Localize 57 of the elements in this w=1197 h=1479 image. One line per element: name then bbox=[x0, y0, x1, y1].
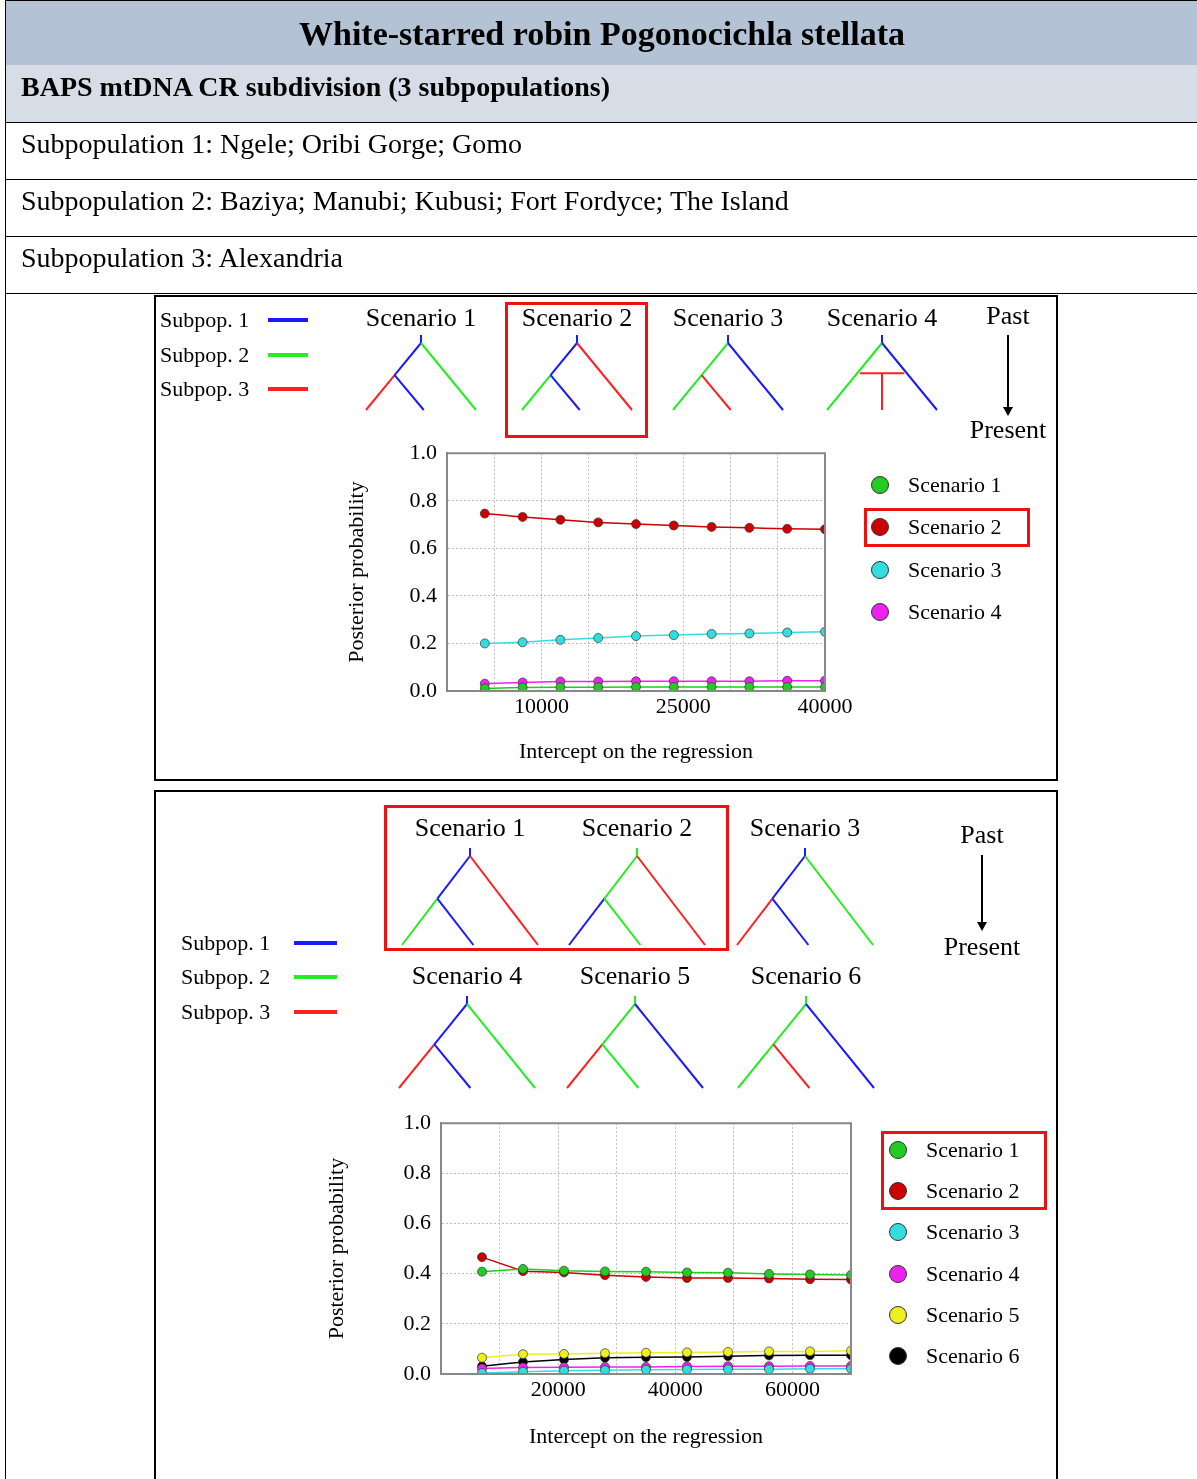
text: Subpop. 2 bbox=[160, 342, 250, 367]
y-tick-label: 0.8 bbox=[409, 486, 437, 512]
text: Subpop. 2 bbox=[181, 964, 271, 989]
y-tick-label: 0.6 bbox=[409, 534, 437, 560]
text: BAPS mtDNA CR subdivision (3 subpopulations) bbox=[21, 71, 610, 102]
x-tick-label: 20000 bbox=[530, 1375, 586, 1401]
text: Scenario 3 bbox=[672, 303, 784, 332]
legend-label: Scenario 4 bbox=[908, 599, 1002, 625]
y-tick-label: 0.2 bbox=[403, 1309, 431, 1335]
text: Scenario 1 bbox=[365, 303, 477, 332]
text: Scenario 5 bbox=[579, 961, 691, 990]
x-tick-label: 40000 bbox=[647, 1375, 703, 1401]
text: Subpopulation 1: Ngele; Oribi Gorge; Gomo bbox=[21, 128, 523, 159]
y-tick-label: 0.0 bbox=[403, 1359, 431, 1385]
x-tick-label: 60000 bbox=[764, 1375, 820, 1401]
text: White-starred robin Pogonocichla stellata bbox=[299, 15, 905, 52]
y-tick-label: 0.0 bbox=[409, 676, 437, 702]
text: Subpop. 1 bbox=[181, 930, 271, 955]
text: Scenario 2 bbox=[521, 303, 633, 332]
legend-label: Scenario 1 bbox=[926, 1137, 1020, 1162]
text: Subpop. 1 bbox=[160, 307, 250, 332]
legend-label: Scenario 5 bbox=[926, 1301, 1020, 1327]
text: Present bbox=[943, 932, 1021, 961]
text: Past bbox=[986, 301, 1030, 330]
text: Subpopulation 2: Baziya; Manubi; Kubusi; Fort Fordyce; The Island bbox=[21, 185, 789, 216]
y-tick-label: 1.0 bbox=[409, 438, 437, 464]
y-tick-label: 0.8 bbox=[403, 1159, 431, 1185]
y-tick-label: 1.0 bbox=[403, 1108, 431, 1134]
text: Scenario 1 bbox=[414, 813, 526, 842]
text: Subpopulation 3: Alexandria bbox=[21, 242, 343, 273]
y-tick-label: 0.4 bbox=[403, 1259, 431, 1285]
text: Scenario 6 bbox=[750, 961, 862, 990]
y-tick-label: 0.4 bbox=[409, 581, 437, 607]
text: Scenario 4 bbox=[411, 961, 523, 990]
text: Past bbox=[960, 820, 1004, 849]
legend-label: Scenario 3 bbox=[908, 556, 1002, 582]
x-tick-label: 10000 bbox=[514, 692, 569, 718]
x-axis-title: Intercept on the regression bbox=[519, 737, 753, 763]
legend-label: Scenario 6 bbox=[926, 1343, 1020, 1368]
text: Scenario 2 bbox=[581, 813, 693, 842]
text: Present bbox=[969, 415, 1047, 444]
legend-label: Scenario 4 bbox=[926, 1260, 1020, 1286]
legend-label: Scenario 3 bbox=[926, 1219, 1020, 1245]
x-tick-label: 40000 bbox=[797, 692, 853, 718]
y-tick-label: 0.6 bbox=[403, 1209, 431, 1235]
text: Scenario 4 bbox=[826, 303, 938, 332]
x-axis-title: Intercept on the regression bbox=[529, 1422, 763, 1448]
y-axis-title: Posterior probability bbox=[342, 481, 368, 663]
legend-label: Scenario 2 bbox=[908, 514, 1002, 540]
legend-label: Scenario 1 bbox=[908, 472, 1002, 497]
legend-label: Scenario 2 bbox=[926, 1178, 1020, 1204]
text: Scenario 3 bbox=[749, 813, 861, 842]
y-axis-title: Posterior probability bbox=[322, 1157, 348, 1340]
x-tick-label: 25000 bbox=[655, 692, 711, 718]
text: Subpop. 3 bbox=[181, 999, 271, 1024]
text: Subpop. 3 bbox=[160, 376, 250, 401]
y-tick-label: 0.2 bbox=[409, 629, 437, 655]
